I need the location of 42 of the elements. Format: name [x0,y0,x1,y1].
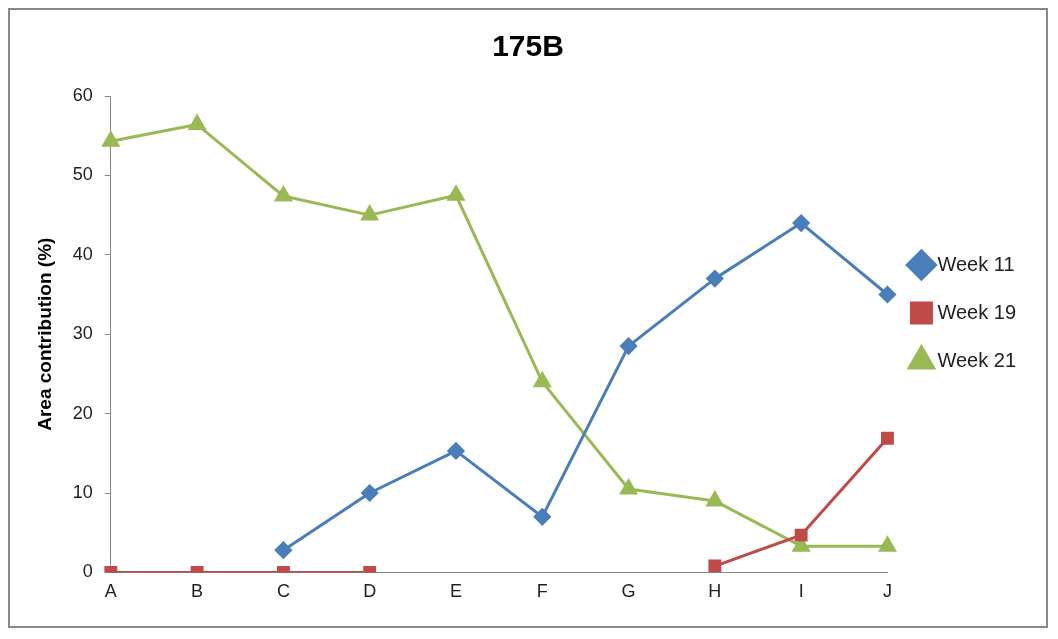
x-tick-label: D [363,581,377,602]
point [361,484,379,502]
point [878,286,896,303]
x-tick-label: G [621,581,636,602]
legend-label: Week 21 [937,348,1017,371]
point [533,508,551,526]
x-tick-label: J [882,581,892,602]
point [102,131,120,147]
x-tick-label: A [104,581,117,602]
legend-label: Week 19 [937,300,1017,323]
y-tick-label: 40 [72,243,93,264]
y-tick-label: 20 [72,402,93,423]
point [879,536,896,552]
x-tick-label: H [708,581,722,602]
point [706,270,724,288]
x-tick-label: I [798,581,804,602]
x-tick-label: F [536,581,548,602]
y-tick-label: 10 [72,481,93,502]
point [188,115,206,131]
point [794,528,808,542]
y-axis-title: Area contribution (%) [33,237,55,431]
y-tick-label: 30 [72,323,93,344]
legend-label: Week 11 [937,252,1015,275]
point [706,491,724,507]
point [361,205,379,221]
x-tick-label: E [449,581,462,602]
y-tick-label: 50 [72,164,93,185]
y-tick-label: 60 [72,84,93,105]
point [447,185,465,201]
x-tick-label: B [191,581,204,602]
point [792,214,810,232]
x-tick-label: C [276,581,290,602]
point [620,479,637,495]
point [708,559,722,573]
chart-title: 175B [492,29,564,63]
point [274,186,292,202]
y-tick-label: 0 [82,561,93,582]
point [880,431,894,445]
point [533,372,551,388]
point [274,541,292,559]
point [620,337,638,355]
point [447,442,465,460]
